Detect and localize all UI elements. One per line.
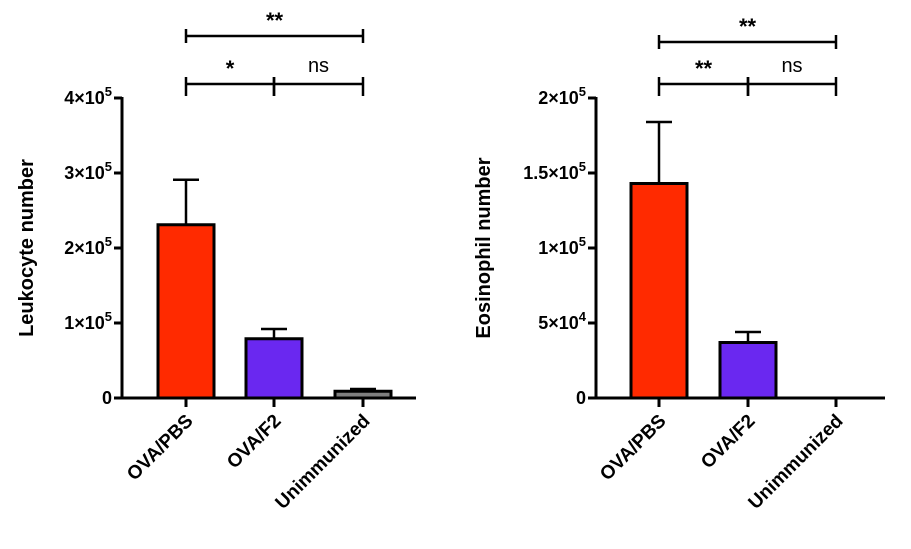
y-tick-label: 5×104 xyxy=(538,309,587,333)
y-tick-label-base: 0 xyxy=(102,388,112,408)
y-tick-label-base: 0 xyxy=(576,388,586,408)
y-axis-title: Eosinophil number xyxy=(473,157,495,338)
y-tick-label: 2×105 xyxy=(64,234,112,258)
significance-label: ** xyxy=(266,8,284,33)
y-tick-label-exponent: 5 xyxy=(105,84,112,99)
bar xyxy=(244,337,304,400)
y-tick-label: 4×105 xyxy=(64,84,112,108)
significance-label: ** xyxy=(695,56,713,81)
y-tick-label-exponent: 5 xyxy=(105,159,112,174)
y-tick-label: 3×105 xyxy=(64,159,112,183)
category-label: Unimmunized xyxy=(745,411,848,514)
significance-label: ns xyxy=(308,55,329,77)
bar xyxy=(333,389,393,400)
y-tick-label: 2×105 xyxy=(538,84,586,108)
y-tick-label: 0 xyxy=(102,388,112,408)
y-tick-label: 0 xyxy=(576,388,586,408)
significance-label: ns xyxy=(781,55,802,77)
y-tick-label: 1×105 xyxy=(64,309,112,333)
category-label: OVA/F2 xyxy=(223,411,285,473)
bar xyxy=(718,341,778,400)
y-tick-label-base: 3×10 xyxy=(64,163,105,183)
y-tick-label-exponent: 5 xyxy=(579,84,586,99)
category-label: OVA/F2 xyxy=(697,411,759,473)
y-tick-label-base: 2×10 xyxy=(538,88,579,108)
significance-label: * xyxy=(226,56,235,81)
y-tick-label-base: 1×10 xyxy=(538,238,579,258)
y-tick-label-exponent: 5 xyxy=(579,159,586,174)
y-tick-label-exponent: 5 xyxy=(105,234,112,249)
bar xyxy=(629,182,689,400)
y-tick-label-base: 5×10 xyxy=(538,313,579,333)
y-tick-label-exponent: 5 xyxy=(105,309,112,324)
y-tick-label-exponent: 4 xyxy=(579,309,587,324)
y-tick-label-base: 4×10 xyxy=(64,88,105,108)
y-tick-label: 1.5×105 xyxy=(523,159,586,183)
y-axis-title: Leukocyte number xyxy=(16,159,38,337)
y-tick-label-exponent: 5 xyxy=(579,234,586,249)
y-tick-label-base: 2×10 xyxy=(64,238,105,258)
significance-label: ** xyxy=(739,14,757,39)
category-label: Unimmunized xyxy=(272,411,375,514)
y-tick-label-base: 1×10 xyxy=(64,313,105,333)
category-label: OVA/PBS xyxy=(123,411,197,485)
y-tick-label-base: 1.5×10 xyxy=(523,163,579,183)
category-label: OVA/PBS xyxy=(596,411,670,485)
bar xyxy=(156,223,216,400)
y-tick-label: 1×105 xyxy=(538,234,586,258)
